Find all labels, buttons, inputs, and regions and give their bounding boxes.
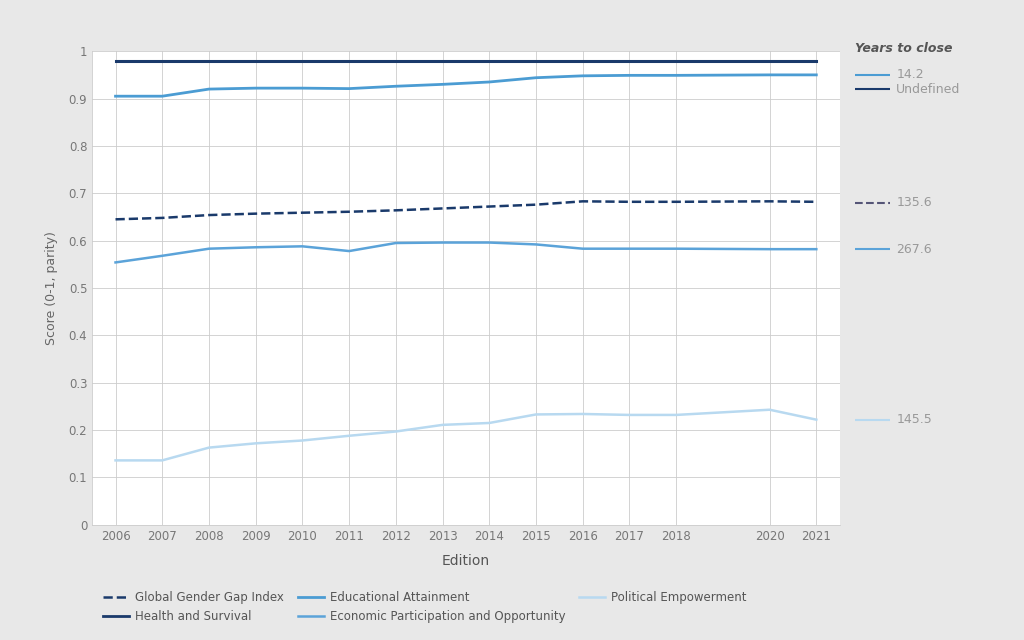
Legend: Global Gender Gap Index, Health and Survival, Educational Attainment, Economic P: Global Gender Gap Index, Health and Surv…: [98, 586, 752, 628]
Text: 145.5: 145.5: [896, 413, 932, 426]
Text: 267.6: 267.6: [896, 243, 932, 255]
Y-axis label: Score (0-1, parity): Score (0-1, parity): [45, 231, 57, 345]
Text: Undefined: Undefined: [896, 83, 961, 95]
Text: 14.2: 14.2: [896, 68, 924, 81]
Text: Years to close: Years to close: [855, 42, 952, 54]
X-axis label: Edition: Edition: [442, 554, 489, 568]
Text: 135.6: 135.6: [896, 196, 932, 209]
